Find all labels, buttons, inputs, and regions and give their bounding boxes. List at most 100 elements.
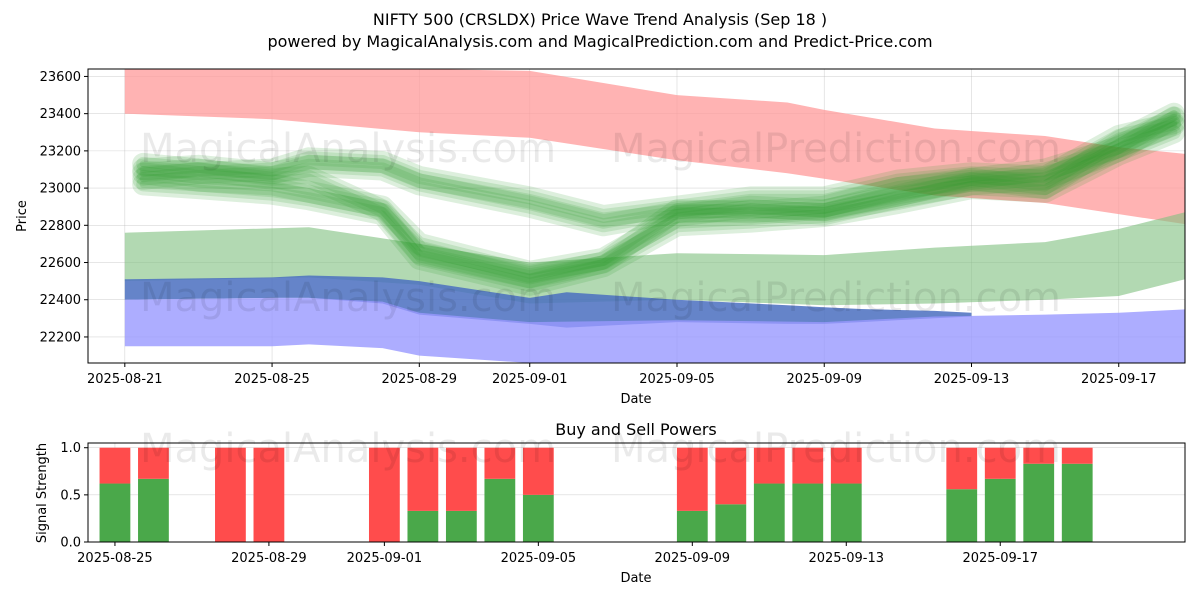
wave-line <box>136 116 1181 223</box>
sell-power-bar <box>753 447 785 484</box>
y-tick-label: 23600 <box>40 70 81 85</box>
buy-power-bar <box>830 483 862 542</box>
y-tick-label: 22200 <box>40 330 81 345</box>
x-tick-label: 2025-09-09 <box>786 372 862 387</box>
x-tick-label: 2025-09-13 <box>934 372 1010 387</box>
buy-power-bar <box>1023 463 1055 542</box>
watermark-group-main: MagicalAnalysis.com MagicalPrediction.co… <box>140 126 1061 321</box>
buy-power-bar <box>407 510 439 542</box>
x-tick-label: 2025-08-29 <box>231 551 307 566</box>
watermark-text: MagicalAnalysis.com <box>140 426 556 472</box>
y-tick-label: 22400 <box>40 293 81 308</box>
sell-power-bar <box>830 447 862 484</box>
wave-line <box>139 113 1178 229</box>
sell-power-bar <box>522 447 554 495</box>
y-tick-label: 23000 <box>40 182 81 197</box>
price-bands <box>124 69 1185 363</box>
wave-line <box>139 119 1178 220</box>
sell-power-bar <box>445 447 477 511</box>
wave-line <box>132 102 1185 289</box>
bar-chart-title: Buy and Sell Powers <box>555 420 717 439</box>
x-tick-label: 2025-09-01 <box>347 551 423 566</box>
main-x-axis-label: Date <box>620 392 651 407</box>
buy-power-bar <box>753 483 785 542</box>
sell-power-bar <box>215 447 246 542</box>
wave-line <box>139 110 1178 281</box>
x-tick-label: 2025-09-13 <box>808 551 884 566</box>
wave-line <box>139 121 1178 276</box>
sell-power-bar <box>984 447 1016 479</box>
sell-power-bar <box>946 447 978 490</box>
x-tick-label: 2025-08-25 <box>77 551 153 566</box>
wave-line <box>132 112 1185 227</box>
y-tick-label: 23200 <box>40 144 81 159</box>
buy-power-bar <box>445 510 477 542</box>
buy-power-bar <box>1061 463 1093 542</box>
sell-power-bar <box>138 447 169 479</box>
sell-power-bar <box>484 447 516 479</box>
wave-line <box>132 106 1185 237</box>
buy-power-bar <box>522 494 554 542</box>
x-tick-label: 2025-09-09 <box>655 551 731 566</box>
x-tick-label: 2025-09-05 <box>501 551 577 566</box>
y-tick-label: 1.0 <box>60 441 81 456</box>
watermark-text: MagicalPrediction.com <box>611 126 1061 172</box>
sell-power-bar <box>99 447 131 484</box>
buy-power-bar <box>946 489 978 542</box>
sell-power-bar <box>676 447 708 511</box>
wave-line <box>132 113 1185 283</box>
bar-x-axis: 2025-08-25 2025-08-29 2025-09-01 2025-09-05… <box>77 542 1038 566</box>
sell-power-bar <box>715 447 747 505</box>
chart-subtitle: powered by MagicalAnalysis.com and Magic… <box>267 32 932 51</box>
buy-power-bar <box>676 510 708 542</box>
main-y-axis: 22200 22400 22600 22800 23000 23200 23400 23600 <box>40 70 88 345</box>
x-tick-label: 2025-09-17 <box>962 551 1038 566</box>
sell-power-bar <box>1023 447 1055 464</box>
wave-line <box>136 106 1181 285</box>
bar-y-axis-label: Signal Strength <box>35 443 50 543</box>
bar-plot-frame <box>87 442 1186 543</box>
buy-power-bar <box>99 483 131 542</box>
main-x-axis: 2025-08-21 2025-08-25 2025-08-29 2025-09-01… <box>87 363 1157 387</box>
watermark-text: MagicalPrediction.com <box>611 275 1061 321</box>
buy-power-bar <box>138 478 169 542</box>
wave-line <box>136 117 1181 279</box>
sell-power-bar <box>253 447 285 542</box>
y-tick-label: 22800 <box>40 219 81 234</box>
x-tick-label: 2025-09-05 <box>639 372 715 387</box>
sell-power-bar <box>1061 447 1093 464</box>
buy-power-bar <box>984 478 1016 542</box>
watermark-group-bars: MagicalAnalysis.com MagicalPrediction.co… <box>140 426 1061 472</box>
main-plot-frame <box>87 68 1186 364</box>
watermark-text: MagicalAnalysis.com <box>140 275 556 321</box>
main-plot-area <box>124 69 1185 363</box>
watermark-text: MagicalAnalysis.com <box>140 126 556 172</box>
watermark-text: MagicalPrediction.com <box>611 426 1061 472</box>
bar-plot-area <box>99 447 1093 542</box>
x-tick-label: 2025-08-29 <box>382 372 458 387</box>
wave-line <box>132 121 1185 296</box>
y-tick-label: 23400 <box>40 107 81 122</box>
buy-power-bar <box>792 483 824 542</box>
wave-line <box>136 125 1181 292</box>
sell-power-bar <box>792 447 824 484</box>
x-tick-label: 2025-08-25 <box>234 372 310 387</box>
x-tick-label: 2025-08-21 <box>87 372 163 387</box>
buy-power-bar <box>715 504 747 542</box>
buy-power-bar <box>484 478 516 542</box>
y-tick-label: 22600 <box>40 256 81 271</box>
lower-support-band <box>124 297 1185 363</box>
y-tick-label: 0.0 <box>60 536 81 551</box>
main-y-axis-label: Price <box>15 200 30 232</box>
bar-x-axis-label: Date <box>620 571 651 586</box>
upper-resistance-band <box>124 69 1185 225</box>
x-tick-label: 2025-09-01 <box>492 372 568 387</box>
chart-title: NIFTY 500 (CRSLDX) Price Wave Trend Anal… <box>373 10 827 29</box>
y-tick-label: 0.5 <box>60 488 81 503</box>
support-band-blue <box>124 275 972 328</box>
bar-y-axis: 0.0 0.5 1.0 <box>60 441 88 551</box>
wave-line <box>136 110 1181 233</box>
wave-line <box>139 128 1178 289</box>
sell-power-bar <box>407 447 439 511</box>
